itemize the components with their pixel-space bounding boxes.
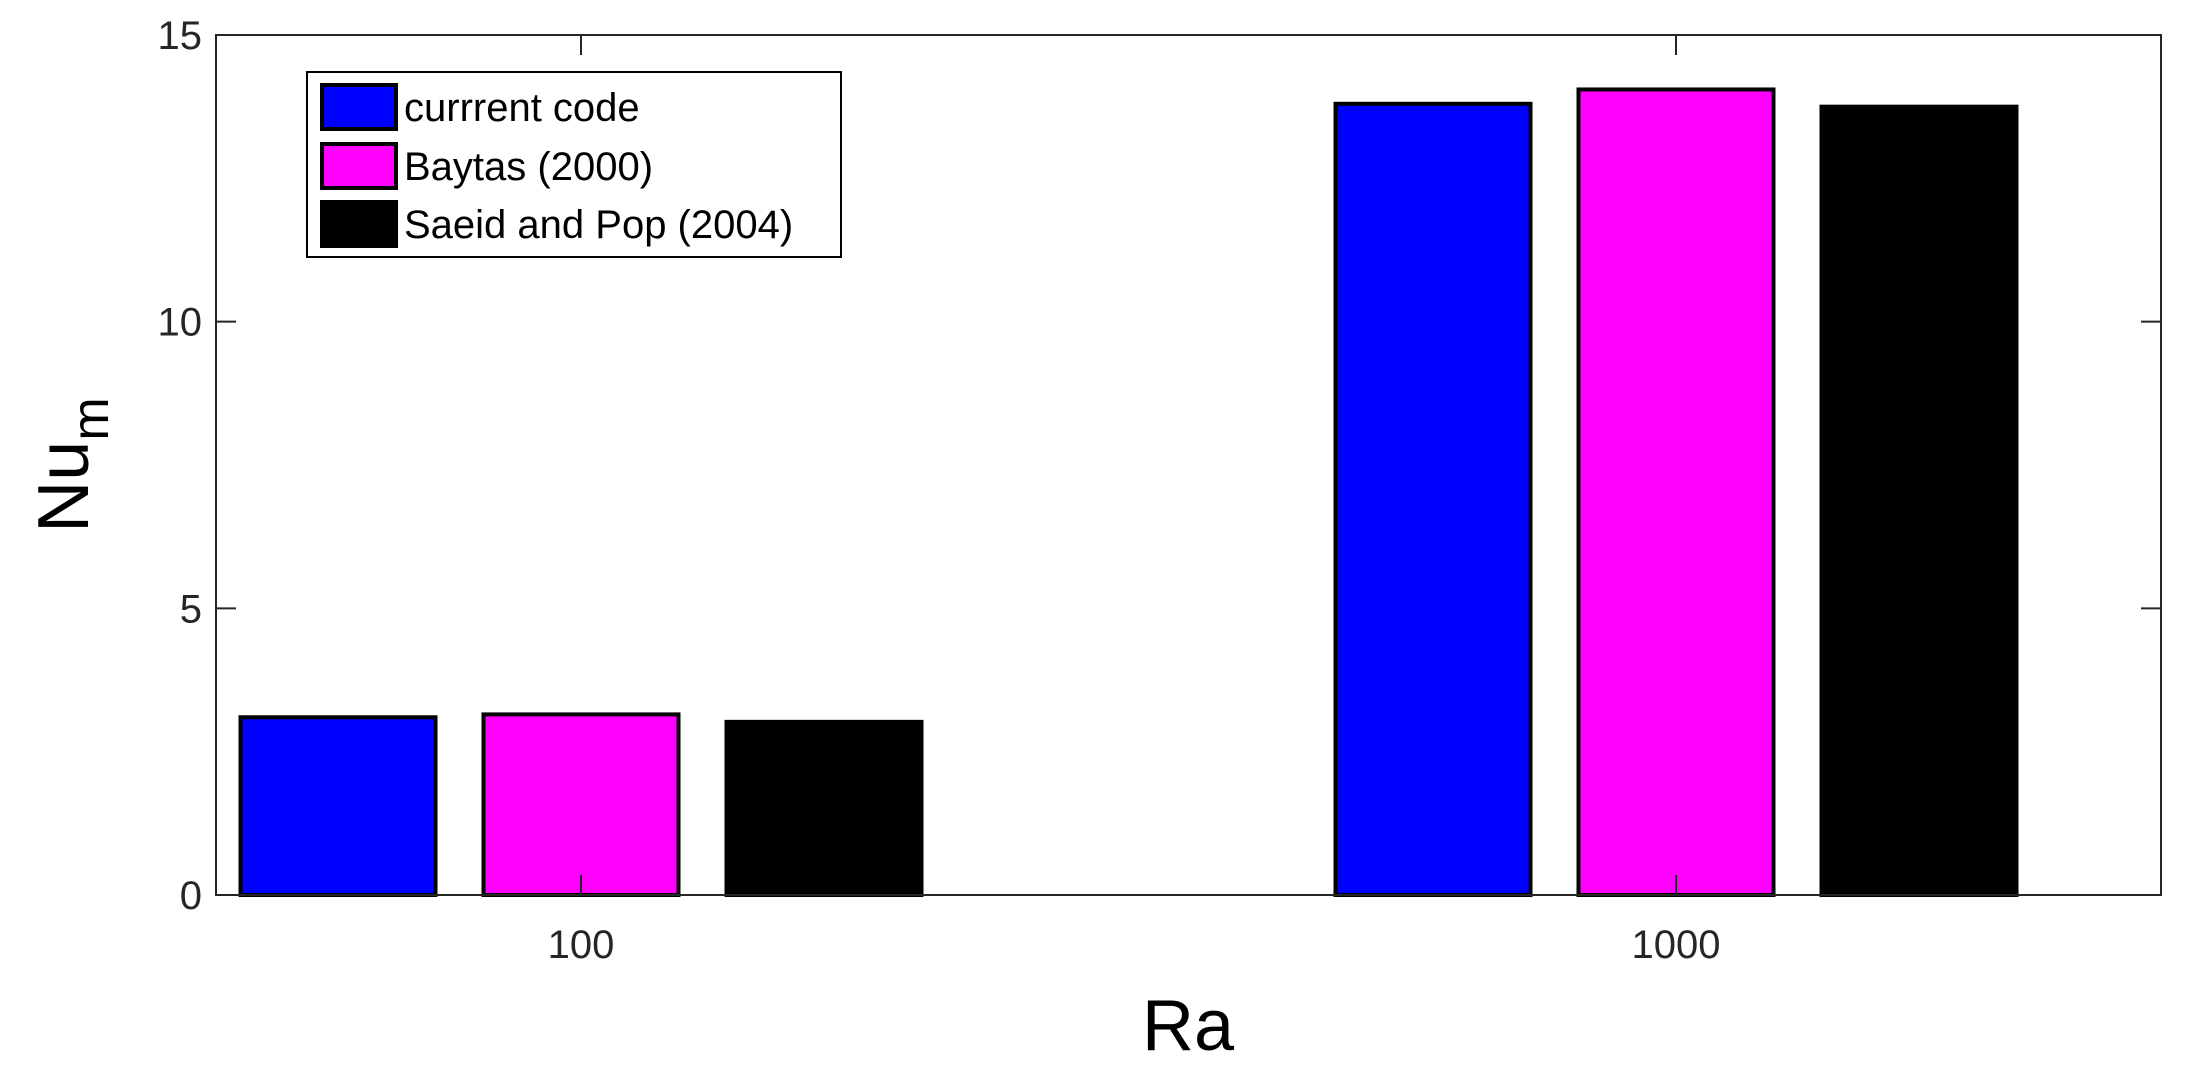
legend: currrent code Baytas (2000) Saeid and Pop … <box>306 71 842 258</box>
y-tick-label: 10 <box>158 301 203 345</box>
bars-layer <box>238 87 2019 898</box>
legend-label-2: Baytas (2000) <box>404 145 653 189</box>
bar-3-1000 <box>1819 104 2019 897</box>
y-axis-label: Num <box>24 397 120 532</box>
bar-3-100 <box>724 719 924 897</box>
legend-label-3: Saeid and Pop (2004) <box>404 203 793 247</box>
plot-area-frame <box>215 34 2162 896</box>
x-tick-label: 100 <box>548 923 615 967</box>
bar-2-1000 <box>1576 87 1776 897</box>
y-tick-label: 5 <box>180 587 202 631</box>
svg-text:Num: Num <box>24 397 120 532</box>
bar-1-1000 <box>1333 101 1533 898</box>
legend-swatch-1 <box>320 83 398 131</box>
y-tick-label: 0 <box>180 874 202 918</box>
legend-swatch-3 <box>320 200 398 248</box>
x-tick-label: 1000 <box>1632 923 1721 967</box>
y-tick-label: 15 <box>158 14 203 58</box>
legend-swatch-2 <box>320 142 398 190</box>
y-axis-label-subscript: m <box>62 397 120 440</box>
legend-label-1: currrent code <box>404 86 640 130</box>
x-axis-label: Ra <box>1142 986 1235 1066</box>
bar-1-100 <box>238 715 438 897</box>
bar-2-100 <box>481 712 681 898</box>
axis-ticks: 0 5 10 15 100 1000 <box>158 14 2161 967</box>
y-axis-label-main: Nu <box>24 441 104 533</box>
